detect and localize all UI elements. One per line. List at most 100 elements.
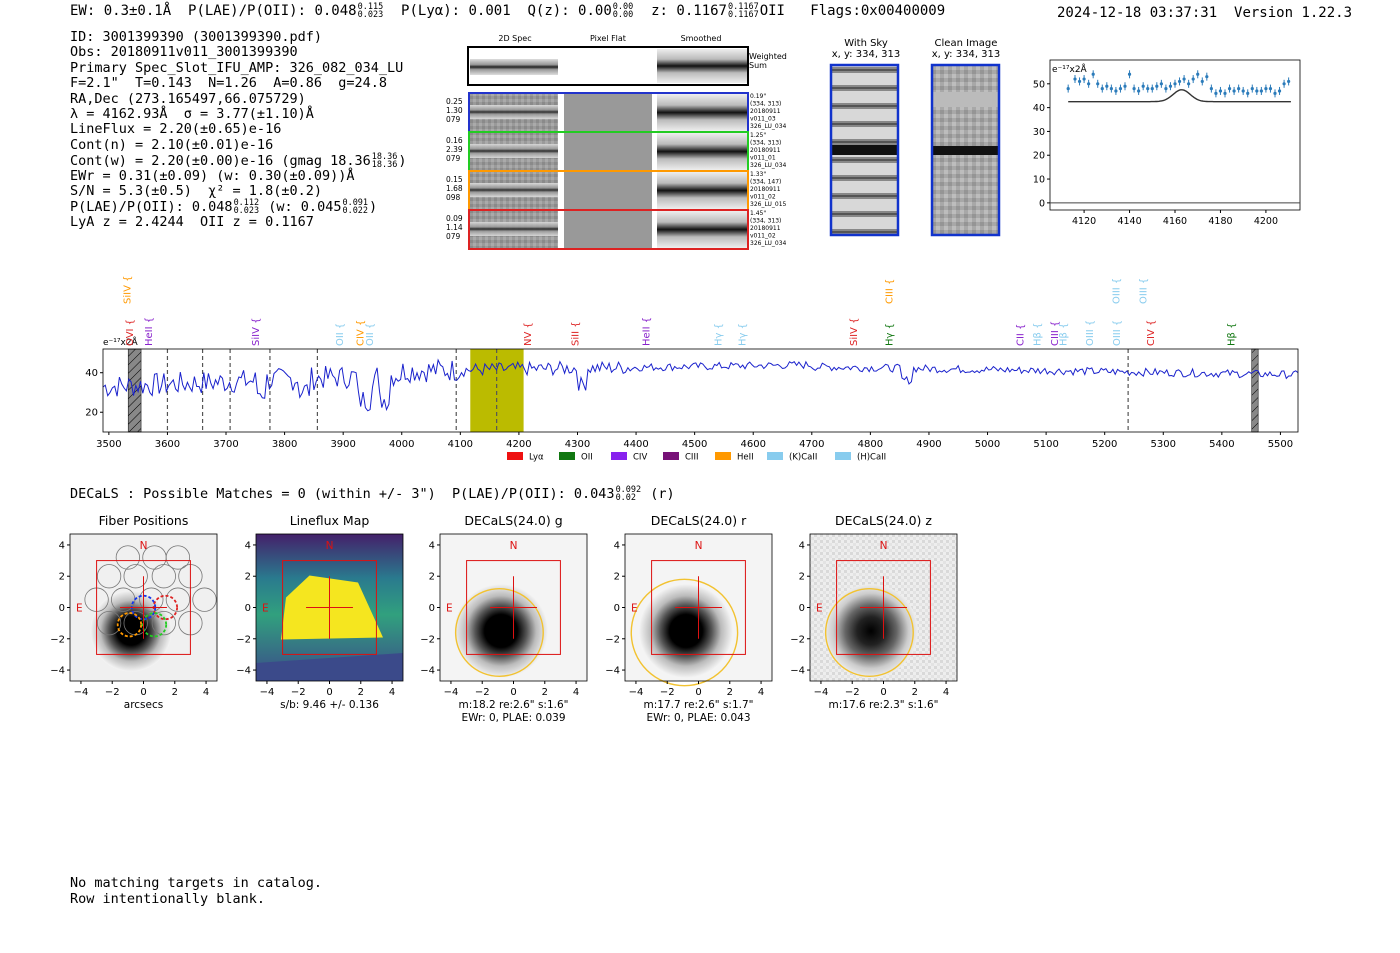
cutout-row-stat: 0.15 (446, 175, 463, 184)
image-panel: DECaLS(24.0) r N E −4 −4 −2 −2 0 0 2 2 4 4 m:17.7 re:… (605, 513, 773, 724)
spectrum-xtick-label: 4000 (389, 439, 414, 450)
legend-label: CIV (633, 453, 647, 463)
line-label: HeII { (144, 317, 155, 346)
panel-ytick-label: 0 (59, 603, 65, 614)
panel-ytick-label: 2 (614, 572, 620, 583)
east-label: E (262, 603, 269, 615)
fiber-circle (151, 611, 176, 636)
catalog-footer: No matching targets in catalog. Row inten… (70, 875, 322, 907)
search-box (651, 560, 746, 655)
source-blob (639, 584, 733, 678)
lineflux-edge (256, 653, 403, 681)
panel-ytick-label: −4 (236, 666, 251, 677)
panel-xtick-label: 4 (573, 687, 579, 698)
cutout-smooth (657, 172, 747, 209)
east-label: E (816, 603, 823, 615)
spectrum-xtick-label: 4100 (448, 439, 473, 450)
info-fwhm: F=2.1" T=0.143 N=1.26 A=0.86 g=24.8 (70, 75, 387, 92)
cutout-row-meta: 326_LU_034 (750, 240, 787, 247)
panel-ytick-label: 4 (59, 540, 65, 551)
imaging-panels: Fiber Positions N E −4 −4 −2 −2 0 0 2 2 4 4 arcsecs Li… (50, 513, 958, 724)
decals-summary: DECaLS : Possible Matches = 0 (within +/… (70, 485, 675, 503)
panel-xtick-label: 2 (172, 687, 178, 698)
info-lambda: λ = 4162.93Å σ = 3.77(±1.10)Å (70, 105, 314, 122)
aperture-ellipse (454, 588, 544, 678)
line-label: SiII { (571, 321, 582, 346)
qz-error: 0.00 0.00 (612, 2, 634, 20)
panel-xtick-label: −4 (74, 687, 89, 698)
datetime: 2024-12-18 03:37:31 (1057, 5, 1218, 21)
line-label: OVI { (125, 319, 136, 346)
plya-value: P(Lyα): 0.001 (401, 3, 511, 19)
north-label: N (880, 540, 888, 552)
header-datetime-version: 2024-12-18 03:37:31 Version 1.22.3 (1057, 5, 1352, 21)
cutout-row-meta: v011_01 (750, 155, 776, 162)
panel-xtick-label: 2 (358, 687, 364, 698)
spectrum-xtick-label: 4300 (565, 439, 590, 450)
zoom-ytick-label: 40 (1033, 103, 1045, 114)
cutout-row-meta: 1.45" (750, 210, 766, 217)
panel-xtick-label: 2 (542, 687, 548, 698)
zoom-point (1096, 82, 1100, 86)
zoom-ytick-label: 50 (1033, 79, 1045, 90)
info-obs: Obs: 20180911v011_3001399390 (70, 44, 298, 61)
fiber-circle (165, 587, 191, 612)
search-box (836, 560, 931, 655)
fiber-circle (96, 564, 122, 589)
legend-label: (H)CaII (857, 453, 886, 463)
zoom-point (1123, 84, 1127, 88)
legend-entry: OII (559, 452, 593, 463)
spectrum-trace (102, 358, 1299, 412)
cutout-2d-band (470, 144, 558, 158)
zoom-point (1214, 91, 1218, 95)
panel-ytick-label: 0 (614, 603, 620, 614)
panel-xtick-label: 0 (326, 687, 332, 698)
zoom-point (1277, 89, 1282, 93)
zoom-point (1091, 72, 1095, 76)
cutout-row-meta: (334, 313) (750, 218, 781, 225)
zoom-point (1077, 79, 1082, 84)
panel-ytick-label: 2 (245, 572, 251, 583)
clean-heading: Clean Image x, y: 334, 313 (926, 38, 1006, 60)
cutout-2d-band (470, 105, 558, 119)
cutout-row-stat: 1.14 (446, 223, 463, 232)
with-sky-heading: With Sky x, y: 334, 313 (826, 38, 906, 60)
fiber-circle (165, 545, 191, 570)
zoom-point (1227, 86, 1232, 91)
cutout-flat (564, 211, 652, 248)
cutout-row-stat: 079 (446, 154, 461, 163)
panel-xtick-label: 4 (943, 687, 949, 698)
line-label: Hγ { (885, 323, 896, 346)
panel-ytick-label: 2 (799, 572, 805, 583)
zoom-xtick-label: 4140 (1117, 216, 1141, 227)
header-summary: EW: 0.3±0.1Å P(LAE)/P(OII): 0.048 0.115 0.… (70, 2, 946, 20)
zoom-point (1155, 84, 1159, 88)
zoom-point (1264, 86, 1268, 91)
north-label: N (326, 540, 334, 552)
panel-xtick-label: 0 (880, 687, 886, 698)
spectrum-ylabel: e⁻¹⁷x2Å (103, 336, 139, 348)
cutout-smooth (657, 211, 747, 248)
cutout-row-stat: 1.30 (446, 106, 463, 115)
fiber-circle (96, 611, 122, 636)
panel-title: Fiber Positions (99, 513, 189, 528)
zoom-point (1137, 89, 1141, 93)
zoom-point (1237, 86, 1241, 91)
cutout-row-meta: 20180911 (750, 147, 781, 154)
panel-ytick-label: 0 (245, 603, 251, 614)
line-label: Hβ { (1059, 323, 1070, 346)
cutout-row-meta: (334, 313) (750, 140, 781, 147)
weighted-sum-row: Weighted Sum (467, 46, 787, 86)
cutout-row-meta: v011_02 (750, 194, 776, 201)
zoom-xtick-label: 4200 (1254, 216, 1278, 227)
col-header-flat: Pixel Flat (590, 34, 626, 43)
panel-caption: arcsecs (124, 699, 163, 711)
zoom-xtick-label: 4180 (1208, 216, 1232, 227)
col-header-smooth: Smoothed (681, 34, 722, 43)
panel-ytick-label: 4 (799, 540, 805, 551)
flags-value: Flags:0x00400009 (810, 3, 946, 19)
line-label: OIII { (1112, 320, 1123, 346)
info-contw: Cont(w) = 2.20(±0.00)e-16 (gmag 18.36 18.… (70, 152, 407, 171)
source-blob (90, 590, 172, 672)
panel-xtick-label: −4 (629, 687, 644, 698)
